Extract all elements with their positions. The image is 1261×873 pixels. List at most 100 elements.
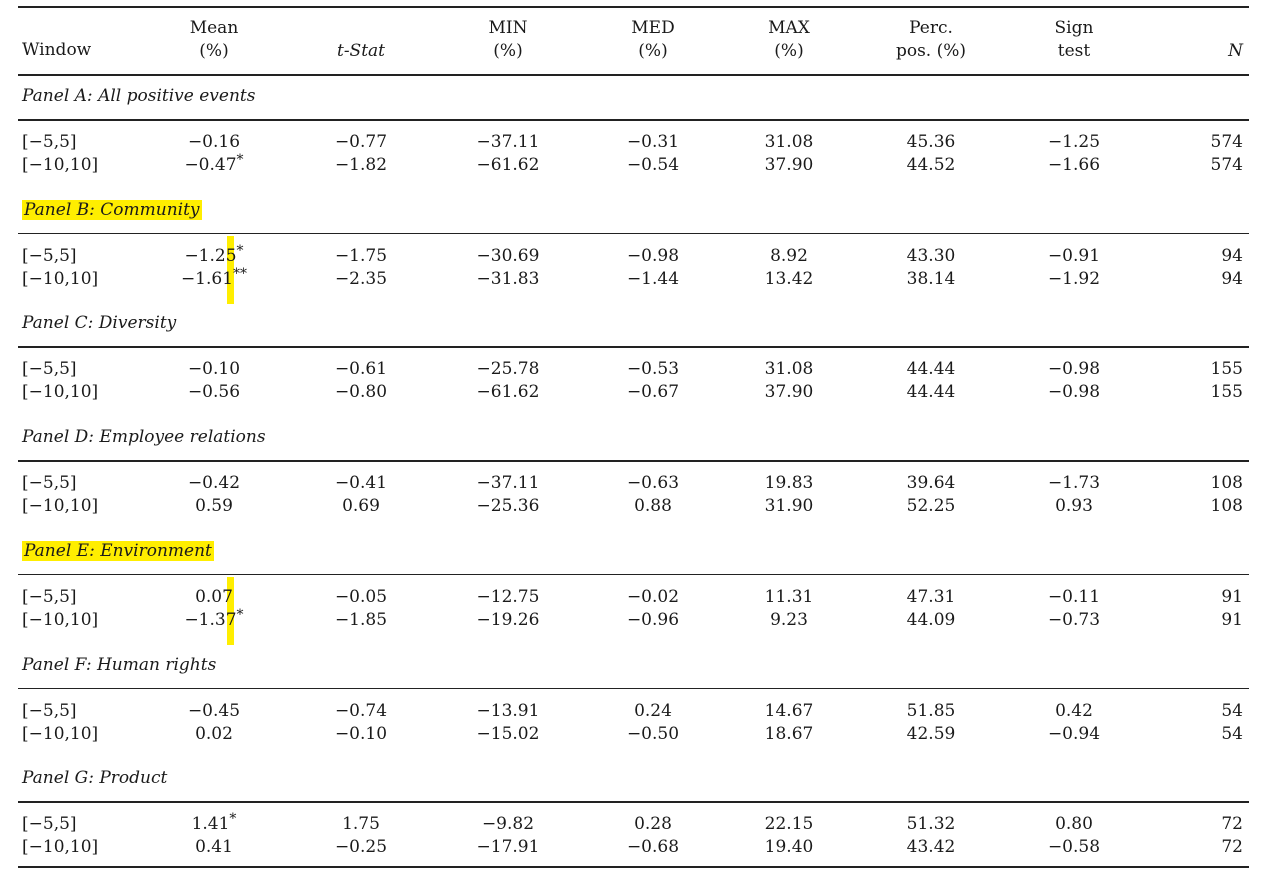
cell-value: −0.98 — [1047, 359, 1101, 380]
cell-value: −0.56 — [187, 382, 241, 403]
cell-perc: 43.30 — [876, 246, 986, 266]
cell-t: −2.35 — [310, 269, 412, 289]
cell-value: 44.44 — [906, 382, 956, 403]
row-window: [−10,10] — [22, 268, 99, 289]
cell-n: 91 — [1168, 587, 1243, 607]
panel-title: Panel E: Environment — [22, 540, 214, 561]
cell-value: −1.37 — [184, 609, 237, 630]
cell-value: 91 — [1221, 586, 1243, 607]
cell-value: −1.73 — [1047, 473, 1101, 494]
panel-title: Panel D: Employee relations — [22, 427, 266, 447]
cell-max: 37.90 — [738, 155, 840, 175]
cell-perc: 43.42 — [876, 837, 986, 857]
cell-value: 31.08 — [764, 132, 814, 152]
cell-value: −0.25 — [334, 837, 388, 858]
cell-n: 54 — [1168, 701, 1243, 721]
cell-max: 19.83 — [738, 473, 840, 493]
cell-value: −0.16 — [187, 132, 241, 152]
cell-value: −37.11 — [476, 473, 540, 494]
cell-min: −25.36 — [448, 496, 568, 516]
panel-divider — [18, 687, 1249, 689]
cell-t: −0.74 — [310, 701, 412, 721]
cell-min: −15.02 — [448, 724, 568, 744]
cell-value: −1.75 — [334, 245, 388, 266]
cell-max: 9.23 — [738, 610, 840, 630]
cell-value: −0.63 — [626, 473, 680, 494]
row-window: [−5,5] — [22, 359, 77, 380]
cell-sign: 0.93 — [1018, 496, 1130, 516]
cell-value: −0.10 — [334, 723, 388, 744]
panel-title-text: Panel C: Diversity — [22, 313, 177, 334]
row-window: [−10,10] — [22, 382, 99, 403]
cell-perc: 38.14 — [876, 269, 986, 289]
row-window: [−5,5] — [22, 586, 77, 607]
header-tstat: t-Stat — [336, 41, 386, 61]
panel-title-text: Panel G: Product — [22, 768, 168, 789]
cell-min: −9.82 — [448, 814, 568, 834]
cell-t: 1.75 — [310, 814, 412, 834]
cell-mean: 0.59 — [158, 496, 270, 516]
cell-min: −13.91 — [448, 701, 568, 721]
cell-t: −0.05 — [310, 587, 412, 607]
cell-max: 19.40 — [738, 837, 840, 857]
cell-value: −61.62 — [476, 155, 540, 175]
cell-value: −0.61 — [334, 359, 388, 380]
cell-t: −1.75 — [310, 246, 412, 266]
row-window: [−10,10] — [22, 496, 99, 517]
cell-value: 31.08 — [764, 359, 814, 380]
cell-value: 155 — [1210, 382, 1243, 403]
cell-value: 19.83 — [764, 473, 814, 494]
cell-min: −37.11 — [448, 473, 568, 493]
cell-med: −0.50 — [598, 724, 708, 744]
cell-value: 0.07 — [195, 586, 233, 607]
cell-sign: 0.80 — [1018, 814, 1130, 834]
cell-max: 22.15 — [738, 814, 840, 834]
highlight-mark — [227, 235, 234, 304]
top-rule — [18, 6, 1249, 8]
cell-max: 31.08 — [738, 132, 840, 152]
cell-n: 54 — [1168, 724, 1243, 744]
cell-value: −61.62 — [476, 382, 540, 403]
cell-value: 43.30 — [906, 245, 956, 266]
panel-title-text: Panel E: Environment — [22, 540, 214, 561]
cell-mean: −0.47* — [158, 152, 270, 175]
cell-value: −37.11 — [476, 132, 540, 152]
cell-value: −1.92 — [1047, 268, 1101, 289]
cell-min: −25.78 — [448, 359, 568, 379]
significance-star: * — [236, 606, 244, 623]
cell-perc: 39.64 — [876, 473, 986, 493]
cell-t: −0.10 — [310, 724, 412, 744]
cell-value: −0.31 — [626, 132, 680, 152]
cell-value: −0.47 — [184, 155, 237, 175]
cell-value: −31.83 — [476, 268, 540, 289]
cell-mean: 0.02 — [158, 724, 270, 744]
cell-n: 94 — [1168, 269, 1243, 289]
cell-value: 0.93 — [1055, 496, 1093, 517]
cell-value: 38.14 — [906, 268, 956, 289]
cell-value: 51.85 — [906, 700, 956, 721]
cell-med: −0.68 — [598, 837, 708, 857]
cell-perc: 45.36 — [876, 132, 986, 152]
cell-t: −1.85 — [310, 610, 412, 630]
cell-value: −1.85 — [334, 609, 388, 630]
cell-value: −1.61 — [180, 268, 234, 289]
cell-value: 0.42 — [1055, 700, 1093, 721]
cell-value: −0.05 — [334, 586, 388, 607]
cell-med: −1.44 — [598, 269, 708, 289]
panel-divider — [18, 232, 1249, 235]
cell-value: −0.73 — [1047, 609, 1101, 630]
cell-value: −0.74 — [334, 700, 388, 721]
panel-title: Panel C: Diversity — [22, 313, 176, 333]
row-window: [−5,5] — [22, 814, 77, 835]
cell-value: 574 — [1210, 155, 1243, 175]
header-min: MIN (%) — [488, 18, 528, 61]
cell-n: 72 — [1168, 814, 1243, 834]
cell-value: 8.92 — [770, 245, 808, 266]
cell-value: −12.75 — [476, 586, 540, 607]
panel-title: Panel F: Human rights — [22, 655, 216, 675]
cell-value: 54 — [1221, 700, 1243, 721]
row-window: [−10,10] — [22, 837, 99, 858]
cell-med: 0.24 — [598, 701, 708, 721]
panel-divider — [18, 573, 1249, 576]
cell-value: 44.09 — [906, 609, 956, 630]
